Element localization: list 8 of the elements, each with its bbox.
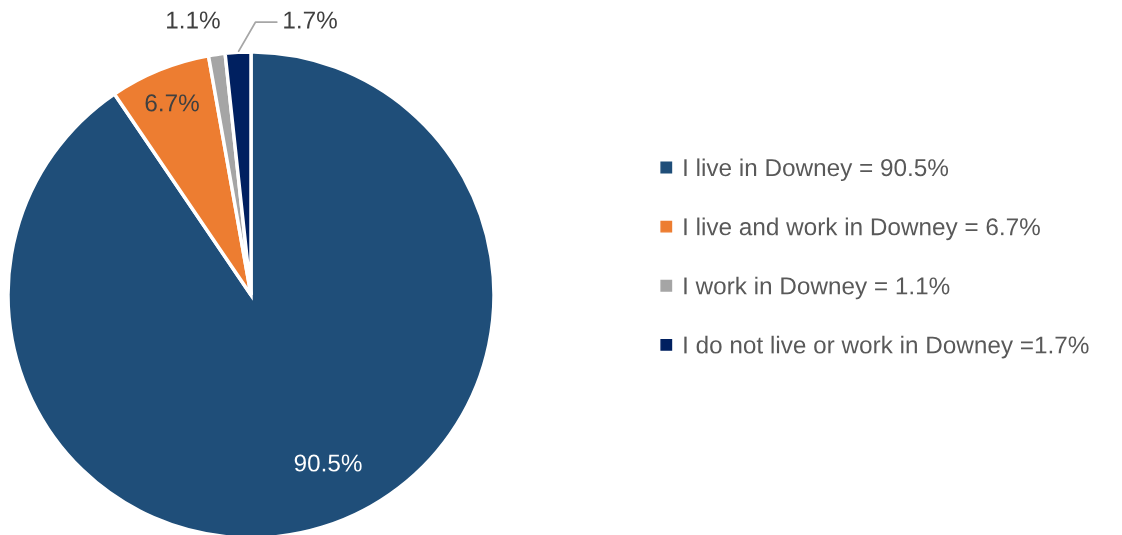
legend-label: I do not live or work in Downey =1.7%: [684, 335, 1089, 359]
data-label: 1.7%: [284, 11, 337, 29]
legend-label: I work in Downey = 1.1%: [684, 276, 950, 300]
data-label: 90.5%: [294, 454, 362, 472]
data-label: 6.7%: [145, 94, 199, 112]
legend-label: I live and work in Downey = 6.7%: [684, 217, 1040, 241]
data-label: 1.1%: [167, 11, 220, 29]
legend-label: I live in Downey = 90.5%: [684, 158, 949, 182]
